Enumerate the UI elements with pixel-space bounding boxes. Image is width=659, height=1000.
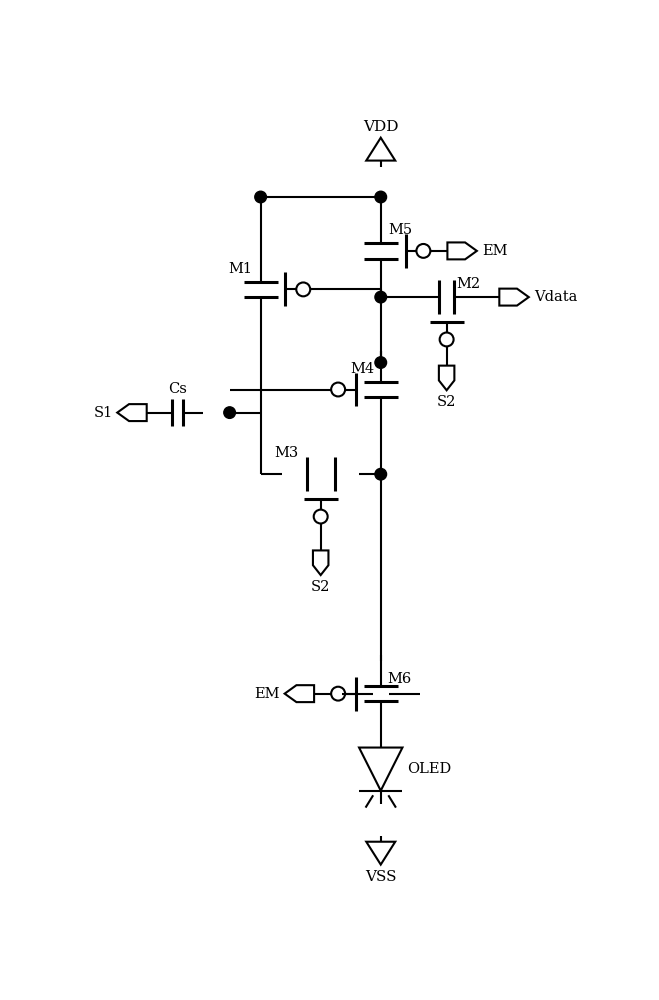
Text: Vdata: Vdata — [534, 290, 577, 304]
Circle shape — [375, 468, 387, 480]
Text: M5: M5 — [389, 223, 413, 237]
Circle shape — [255, 191, 266, 203]
Text: M6: M6 — [387, 672, 411, 686]
Text: S1: S1 — [94, 406, 113, 420]
Text: M3: M3 — [274, 446, 299, 460]
Circle shape — [375, 291, 387, 303]
Text: EM: EM — [254, 687, 280, 701]
Text: OLED: OLED — [407, 762, 451, 776]
Text: S2: S2 — [311, 580, 330, 594]
Circle shape — [375, 357, 387, 368]
Text: VSS: VSS — [365, 870, 397, 884]
Text: EM: EM — [482, 244, 508, 258]
Text: M2: M2 — [456, 277, 480, 291]
Text: S2: S2 — [437, 395, 456, 409]
Text: M4: M4 — [351, 362, 374, 376]
Text: M1: M1 — [228, 262, 252, 276]
Circle shape — [224, 407, 235, 418]
Text: VDD: VDD — [363, 120, 399, 134]
Text: Cs: Cs — [168, 382, 186, 396]
Circle shape — [375, 191, 387, 203]
